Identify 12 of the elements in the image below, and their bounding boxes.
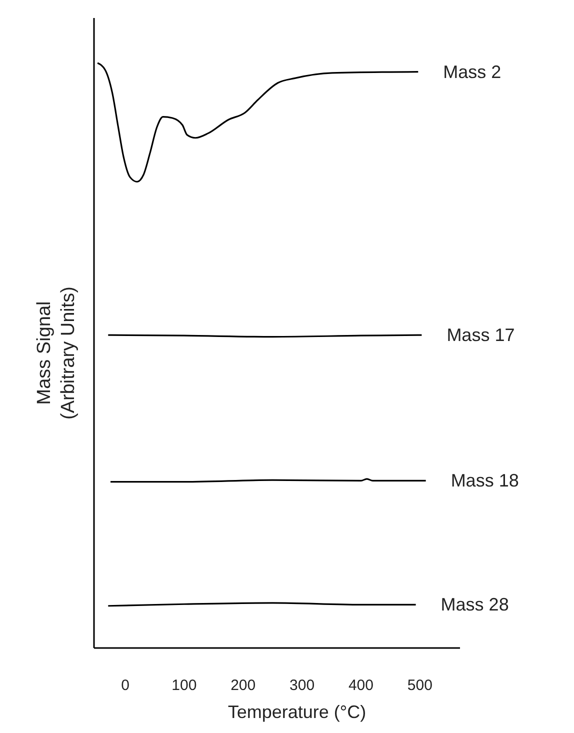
x-tick-label: 400 [348, 677, 374, 694]
x-axis-title: Temperature (°C) [228, 702, 366, 722]
series-label: Mass 18 [450, 470, 519, 491]
x-tick-label: 0 [121, 677, 130, 694]
series-label: Mass 2 [443, 62, 502, 82]
x-tick-label: 100 [172, 677, 197, 694]
x-tick-label: 200 [230, 677, 256, 694]
y-axis-title: Mass Signal (Arbitrary Units) [34, 286, 79, 420]
series-label: Mass 17 [446, 325, 515, 346]
x-tick-label: 500 [407, 677, 432, 694]
series-label: Mass 28 [440, 594, 509, 615]
x-tick-label: 300 [290, 677, 315, 694]
